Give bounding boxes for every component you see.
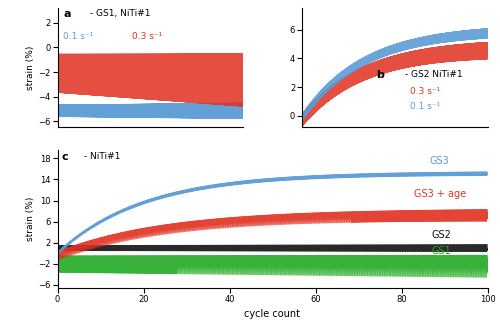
Text: 0.3 s⁻¹: 0.3 s⁻¹: [132, 32, 162, 41]
Text: GS3 + age: GS3 + age: [414, 189, 467, 199]
Text: 0.1 s⁻¹: 0.1 s⁻¹: [410, 102, 440, 111]
Y-axis label: strain (%): strain (%): [26, 197, 36, 241]
Text: a: a: [63, 9, 70, 19]
Y-axis label: strain (%): strain (%): [26, 46, 36, 90]
Text: b: b: [376, 70, 384, 80]
Text: - GS2 NiTi#1: - GS2 NiTi#1: [402, 70, 463, 79]
X-axis label: cycle count: cycle count: [244, 309, 300, 319]
Text: GS3: GS3: [430, 156, 449, 166]
Text: - GS1, NiTi#1: - GS1, NiTi#1: [87, 9, 150, 18]
Text: GS2: GS2: [432, 230, 452, 240]
Text: c: c: [62, 152, 68, 162]
Text: GS1: GS1: [432, 246, 452, 256]
Text: 0.3 s⁻¹: 0.3 s⁻¹: [410, 87, 440, 96]
Text: 0.1 s⁻¹: 0.1 s⁻¹: [63, 32, 94, 41]
Text: - NiTi#1: - NiTi#1: [81, 152, 120, 161]
